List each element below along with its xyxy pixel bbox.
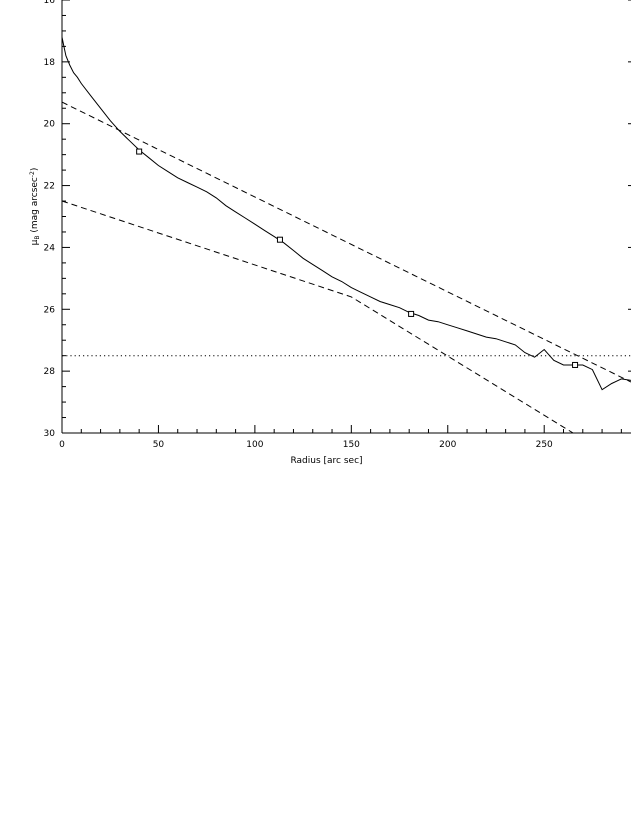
series-dashed-line-1	[61, 101, 631, 383]
x-axis-label: Radius [arc sec]	[290, 456, 362, 466]
x-tick-label: 250	[536, 440, 553, 450]
y-axis-label-mu: μ	[30, 239, 40, 245]
series-solid-line-0	[61, 36, 631, 391]
x-tick-label: 100	[246, 440, 263, 450]
x-tick-label: 150	[343, 440, 360, 450]
square-marker	[408, 310, 415, 317]
y-axis-label-rest: (mag arcsec	[30, 177, 40, 235]
chart-series-group	[61, 36, 631, 434]
y-tick-label: 16	[44, 0, 56, 6]
y-axis-label-close: )	[30, 168, 40, 172]
y-axis-label: μB (mag arcsec-2)	[29, 168, 41, 246]
y-tick-label: 26	[44, 305, 56, 315]
square-marker	[136, 148, 143, 155]
y-tick-label: 24	[44, 243, 56, 253]
square-marker	[276, 236, 283, 243]
y-tick-label: 28	[44, 367, 56, 377]
square-marker	[572, 361, 579, 368]
y-axis-label-sub: B	[34, 236, 41, 240]
y-tick-label: 30	[44, 429, 56, 439]
x-tick-label: 200	[439, 440, 456, 450]
x-tick-label: 50	[153, 440, 165, 450]
y-tick-label: 22	[44, 182, 55, 192]
x-tick-label: 0	[59, 440, 65, 450]
y-tick-labels: 16 18 20 22 24 26 28 30	[44, 0, 56, 439]
chart-markers-group	[136, 148, 579, 368]
y-tick-label: 18	[44, 58, 56, 68]
series-dashed-line-2	[61, 200, 574, 434]
y-axis-label-sup: -2	[29, 171, 36, 177]
y-tick-label: 20	[44, 120, 56, 130]
chart-axes	[61, 0, 631, 434]
x-tick-labels: 0 50 100 150 200 250	[59, 440, 553, 450]
